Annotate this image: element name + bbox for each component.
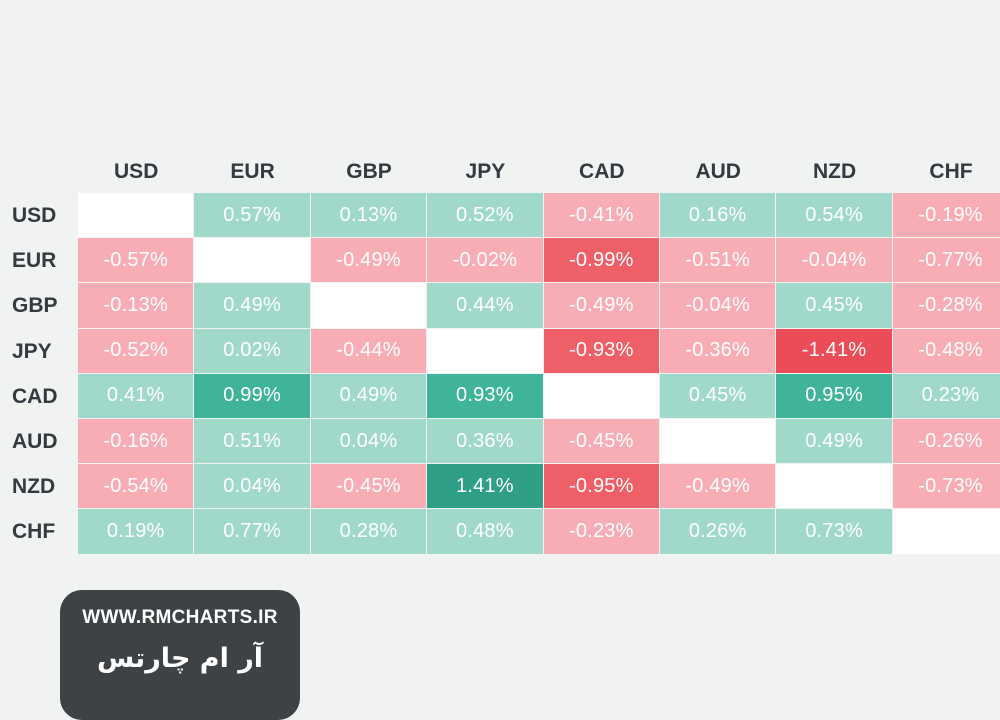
cell-cad-gbp: 0.49% (310, 373, 427, 418)
cell-chf-usd: 0.19% (78, 509, 194, 554)
cell-jpy-chf: -0.48% (892, 328, 1000, 373)
row-header-jpy: JPY (12, 339, 52, 363)
row-header-usd: USD (12, 204, 57, 228)
cell-gbp-chf: -0.28% (892, 283, 1000, 328)
cell-usd-eur: 0.57% (194, 193, 310, 238)
row-header-nzd: NZD (12, 475, 56, 499)
cell-jpy-eur: 0.02% (194, 328, 310, 373)
cell-nzd-cad: -0.95% (543, 464, 659, 509)
column-header-chf: CHF (929, 159, 973, 183)
cell-empty-jpy-jpy (427, 328, 543, 373)
cell-empty-gbp-gbp (310, 283, 427, 328)
cell-cad-eur: 0.99% (194, 373, 310, 418)
column-header-usd: USD (114, 159, 159, 183)
cell-eur-aud: -0.51% (660, 238, 776, 283)
cell-usd-nzd: 0.54% (776, 193, 892, 238)
cell-eur-nzd: -0.04% (776, 238, 892, 283)
cell-aud-eur: 0.51% (194, 419, 310, 464)
row-header-aud: AUD (12, 430, 58, 454)
brand-url: WWW.RMCHARTS.IR (82, 607, 278, 628)
cell-nzd-eur: 0.04% (194, 464, 310, 509)
cell-usd-cad: -0.41% (543, 193, 659, 238)
cell-gbp-aud: -0.04% (660, 283, 776, 328)
cell-eur-jpy: -0.02% (427, 238, 543, 283)
cell-cad-usd: 0.41% (78, 373, 194, 418)
cell-chf-nzd: 0.73% (776, 509, 892, 554)
cell-usd-gbp: 0.13% (310, 193, 427, 238)
cell-empty-chf-chf (892, 509, 1000, 554)
brand-badge: WWW.RMCHARTS.IR آر ام چارتس (60, 590, 300, 720)
row-header-chf: CHF (12, 520, 56, 544)
cell-nzd-usd: -0.54% (78, 464, 194, 509)
cell-aud-jpy: 0.36% (427, 419, 543, 464)
cell-jpy-nzd: -1.41% (776, 328, 892, 373)
cell-aud-usd: -0.16% (78, 419, 194, 464)
column-header-jpy: JPY (465, 159, 506, 183)
cell-gbp-nzd: 0.45% (776, 283, 892, 328)
cell-empty-eur-eur (194, 238, 310, 283)
cell-aud-cad: -0.45% (543, 419, 659, 464)
cell-gbp-cad: -0.49% (543, 283, 659, 328)
cell-jpy-cad: -0.93% (543, 328, 659, 373)
cell-usd-chf: -0.19% (892, 193, 1000, 238)
cell-gbp-eur: 0.49% (194, 283, 310, 328)
cell-cad-aud: 0.45% (660, 373, 776, 418)
row-header-cad: CAD (12, 384, 58, 408)
cell-cad-chf: 0.23% (892, 373, 1000, 418)
cell-nzd-aud: -0.49% (660, 464, 776, 509)
cell-chf-jpy: 0.48% (427, 509, 543, 554)
column-header-nzd: NZD (813, 159, 857, 183)
cell-aud-gbp: 0.04% (310, 419, 427, 464)
cell-nzd-jpy: 1.41% (427, 464, 543, 509)
column-header-cad: CAD (579, 159, 625, 183)
cell-eur-gbp: -0.49% (310, 238, 427, 283)
cell-chf-eur: 0.77% (194, 509, 310, 554)
cell-gbp-jpy: 0.44% (427, 283, 543, 328)
cell-aud-chf: -0.26% (892, 419, 1000, 464)
cell-nzd-gbp: -0.45% (310, 464, 427, 509)
cell-nzd-chf: -0.73% (892, 464, 1000, 509)
column-header-eur: EUR (230, 159, 275, 183)
row-header-eur: EUR (12, 249, 57, 273)
cell-eur-chf: -0.77% (892, 238, 1000, 283)
cell-chf-gbp: 0.28% (310, 509, 427, 554)
cell-jpy-gbp: -0.44% (310, 328, 427, 373)
cell-cad-jpy: 0.93% (427, 373, 543, 418)
cell-usd-jpy: 0.52% (427, 193, 543, 238)
cell-jpy-aud: -0.36% (660, 328, 776, 373)
cell-gbp-usd: -0.13% (78, 283, 194, 328)
cell-empty-aud-aud (660, 419, 776, 464)
currency-strength-heatmap: USD EUR GBP JPY CAD AUD NZD CHF USD EUR GBP JPY CAD A… (12, 159, 1000, 554)
cell-chf-cad: -0.23% (543, 509, 659, 554)
cell-cad-nzd: 0.95% (776, 373, 892, 418)
column-header-gbp: GBP (346, 159, 392, 183)
cell-aud-nzd: 0.49% (776, 419, 892, 464)
cell-empty-cad-cad (543, 373, 659, 418)
cell-eur-usd: -0.57% (78, 238, 194, 283)
row-header-gbp: GBP (12, 294, 58, 318)
column-header-aud: AUD (695, 159, 741, 183)
cell-empty-nzd-nzd (776, 464, 892, 509)
cell-chf-aud: 0.26% (660, 509, 776, 554)
cell-empty-usd-usd (78, 193, 194, 238)
cell-eur-cad: -0.99% (543, 238, 659, 283)
brand-name-persian: آر ام چارتس (96, 643, 264, 674)
cell-usd-aud: 0.16% (660, 193, 776, 238)
cell-jpy-usd: -0.52% (78, 328, 194, 373)
